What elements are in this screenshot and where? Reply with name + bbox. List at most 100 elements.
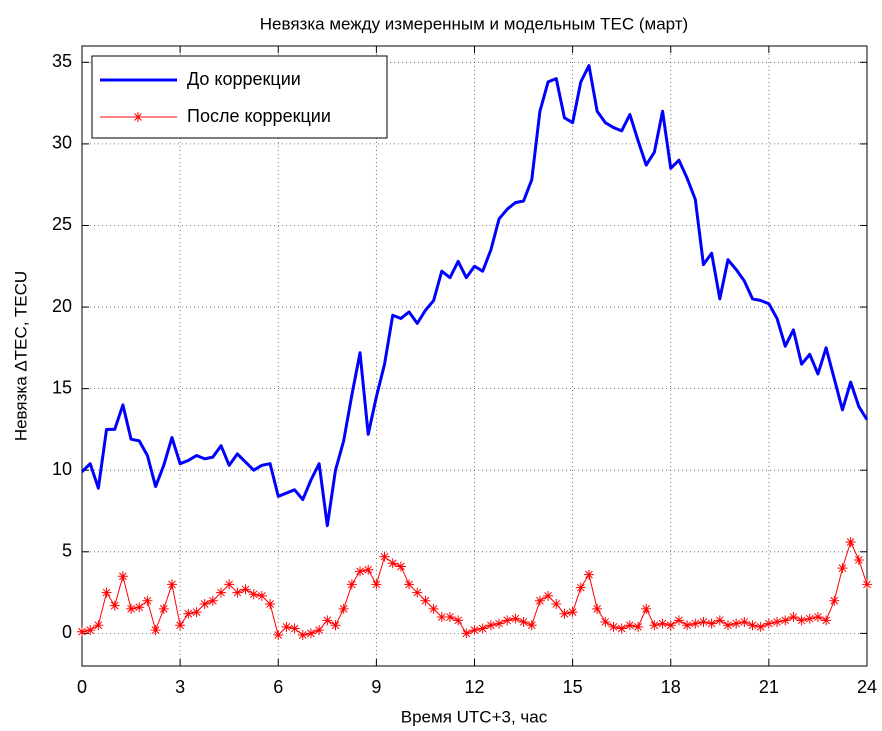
y-tick-label: 5: [62, 541, 72, 561]
y-tick-label: 35: [52, 51, 72, 71]
marker: [117, 571, 128, 582]
x-tick-label: 15: [563, 677, 583, 697]
marker: [837, 563, 848, 574]
marker: [641, 603, 652, 614]
marker: [485, 620, 496, 631]
y-tick-label: 0: [62, 622, 72, 642]
marker: [633, 621, 644, 632]
marker: [543, 590, 554, 601]
marker: [273, 630, 284, 640]
marker: [158, 603, 169, 614]
marker: [101, 587, 112, 598]
marker: [166, 579, 177, 590]
marker: [85, 625, 96, 636]
marker: [477, 623, 488, 634]
marker: [346, 579, 357, 590]
marker: [575, 582, 586, 593]
marker: [772, 616, 783, 627]
marker: [698, 616, 709, 627]
marker: [788, 612, 799, 623]
marker: [371, 579, 382, 590]
y-tick-label: 20: [52, 296, 72, 316]
y-axis-label: Невязка ΔTEC, TECU: [11, 271, 30, 441]
x-tick-label: 6: [273, 677, 283, 697]
marker: [682, 620, 693, 631]
marker: [624, 620, 635, 631]
marker: [649, 620, 660, 631]
marker: [330, 620, 341, 631]
marker: [534, 595, 545, 606]
marker: [551, 599, 562, 609]
marker: [862, 579, 872, 590]
marker: [780, 615, 791, 626]
marker: [256, 590, 267, 601]
marker: [502, 615, 513, 626]
marker: [583, 569, 594, 580]
marker: [142, 595, 153, 606]
marker: [322, 615, 333, 626]
marker: [592, 603, 603, 614]
y-tick-label: 10: [52, 459, 72, 479]
marker: [510, 613, 521, 624]
marker: [428, 603, 439, 614]
legend-box: [91, 55, 388, 139]
marker: [404, 579, 415, 590]
marker: [379, 551, 390, 562]
marker: [829, 595, 840, 606]
marker: [191, 607, 202, 618]
legend-label: До коррекции: [187, 69, 301, 89]
series-line: [80, 64, 869, 528]
marker: [93, 620, 104, 631]
marker: [224, 579, 235, 590]
marker: [338, 603, 349, 614]
y-tick-label: 25: [52, 214, 72, 234]
marker: [412, 587, 423, 598]
marker: [387, 558, 398, 569]
marker: [796, 615, 807, 626]
marker: [126, 603, 137, 614]
marker: [297, 630, 308, 640]
marker: [469, 625, 480, 636]
marker: [739, 616, 750, 627]
x-tick-label: 21: [759, 677, 779, 697]
marker: [305, 628, 316, 639]
legend-label: После коррекции: [187, 106, 331, 126]
x-tick-label: 3: [175, 677, 185, 697]
marker: [183, 608, 194, 619]
marker: [526, 620, 537, 631]
x-tick-label: 9: [371, 677, 381, 697]
marker: [248, 589, 259, 600]
marker: [673, 615, 684, 626]
marker: [608, 621, 619, 632]
marker: [420, 595, 431, 606]
marker: [240, 584, 251, 595]
chart-title: Невязка между измеренным и модельным TEC…: [260, 14, 688, 33]
x-tick-label: 0: [77, 677, 87, 697]
marker: [436, 612, 447, 623]
marker: [109, 600, 120, 611]
marker: [453, 615, 464, 626]
y-tick-label: 15: [52, 377, 72, 397]
marker: [265, 599, 276, 609]
marker: [216, 587, 227, 598]
marker: [461, 628, 472, 639]
marker: [804, 613, 815, 624]
marker: [199, 599, 210, 609]
marker: [665, 620, 676, 631]
marker: [690, 618, 701, 629]
marker: [494, 618, 505, 629]
marker: [821, 615, 832, 626]
marker: [853, 554, 864, 565]
marker: [355, 566, 366, 577]
marker: [714, 615, 725, 626]
marker: [232, 587, 243, 598]
marker: [657, 618, 668, 629]
x-tick-label: 18: [661, 677, 681, 697]
marker: [616, 623, 627, 634]
marker: [444, 612, 455, 623]
marker: [747, 620, 758, 631]
marker: [150, 625, 161, 636]
marker: [706, 618, 717, 629]
marker: [207, 595, 218, 606]
